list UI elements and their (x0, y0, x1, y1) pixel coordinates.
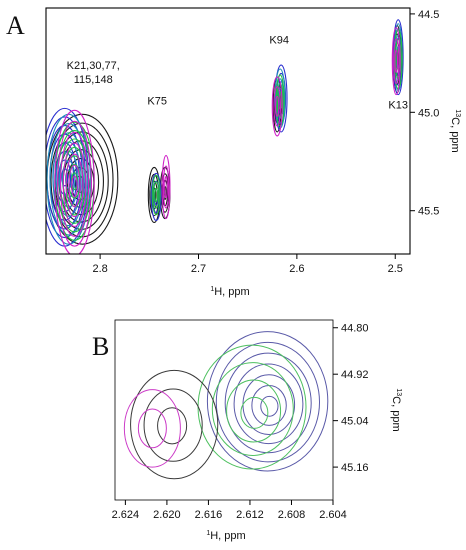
x-tick-label: 2.6 (289, 263, 304, 275)
peak-label: K13 (388, 99, 408, 111)
y-tick-label: 45.04 (341, 416, 369, 428)
x-label-main-a: H, ppm (214, 286, 249, 298)
contour-line (49, 123, 88, 236)
x-tick-label: 2.624 (112, 509, 140, 521)
contour-line (162, 165, 170, 209)
x-label-sup-a: 1 (210, 286, 214, 293)
contour-line (68, 164, 81, 208)
y-label-sup-a: 13 (454, 109, 461, 117)
contour-line (57, 120, 92, 247)
contour-line (161, 155, 171, 220)
y-axis-b: 44.80 44.92 45.04 45.16 (333, 323, 369, 474)
plot-frame-b (114, 319, 334, 501)
x-tick-label: 2.620 (153, 509, 181, 521)
x-tick-label: 2.612 (236, 509, 264, 521)
peak-label: K94 (269, 34, 289, 46)
contour-line (164, 176, 168, 199)
y-tick-label: 45.0 (418, 107, 439, 119)
x-tick-label: 2.7 (191, 263, 206, 275)
x-axis-label-b: 1H, ppm (206, 530, 245, 542)
contour-line (143, 388, 203, 462)
panel-label-a: A (6, 11, 25, 40)
x-label-main-b: H, ppm (210, 530, 245, 542)
contour-line (123, 389, 181, 468)
y-tick-label: 45.5 (418, 206, 439, 218)
x-tick-label: 2.616 (195, 509, 223, 521)
x-axis-a: 2.8 2.7 2.6 2.5 (92, 254, 403, 275)
contour-line (157, 407, 188, 445)
y-tick-label: 44.92 (341, 369, 369, 381)
contour-line (206, 331, 329, 472)
x-tick-label: 2.604 (319, 509, 347, 521)
contour-line (150, 172, 162, 222)
y-tick-label: 45.16 (341, 462, 369, 474)
plot-area-b (123, 331, 329, 480)
contour-line (211, 362, 294, 456)
contour-line (233, 363, 304, 445)
contour-line (154, 187, 159, 203)
contour-line (215, 341, 321, 463)
y-axis-a: 44.5 45.0 45.5 (410, 9, 439, 218)
contour-line (62, 142, 87, 227)
panel-label-b: B (92, 332, 109, 361)
contour-line (153, 181, 160, 209)
contour-line (152, 180, 161, 214)
peak-label: K21,30,77, 115,148 (67, 60, 120, 86)
contour-line (260, 395, 279, 417)
panel-b: B 2.624 2.620 2.616 2.612 2.608 2.604 44.8044… (92, 319, 402, 542)
contour-line (71, 175, 78, 198)
peak-labels-a: K21,30,77, 115,148 K75 K94 K13 (67, 34, 408, 111)
contour-line (271, 76, 283, 137)
contour-line (224, 352, 312, 454)
x-axis-b: 2.624 2.620 2.616 2.612 2.608 2.604 (112, 500, 347, 521)
y-tick-label: 44.5 (418, 9, 439, 21)
y-tick-label: 44.80 (341, 323, 369, 335)
contour-line (251, 385, 287, 426)
y-label-sup-b: 13 (395, 388, 402, 396)
contour-line (59, 131, 90, 237)
plot-frame-a (45, 7, 411, 255)
y-axis-label-a: 13C, ppm (449, 109, 461, 152)
peak-group (391, 19, 404, 96)
contour-line (130, 369, 219, 480)
x-label-sup-b: 1 (206, 530, 210, 537)
peak-group (147, 155, 171, 224)
panel-a: A 2.8 2.7 2.6 2.5 44.5 45.0 45.5 K21,30,77, 11… (6, 7, 461, 298)
y-axis-label-b: 13C, ppm (390, 388, 402, 431)
y-label-main-a: C, ppm (449, 117, 461, 152)
peak-group (123, 331, 329, 480)
contour-line (240, 396, 269, 429)
contour-line (273, 86, 282, 127)
contour-line (391, 27, 401, 96)
x-tick-label: 2.608 (278, 509, 306, 521)
plot-area-a (46, 19, 404, 254)
contour-line (54, 109, 95, 254)
contour-line (65, 153, 84, 218)
peak-label: K75 (147, 95, 167, 107)
x-tick-label: 2.8 (92, 263, 107, 275)
contour-line (394, 49, 399, 73)
x-tick-label: 2.5 (388, 263, 403, 275)
contour-line (137, 408, 167, 449)
contour-line (393, 38, 400, 84)
contour-line (275, 96, 280, 117)
x-axis-label-a: 1H, ppm (210, 286, 249, 298)
contour-line (151, 174, 161, 216)
contour-line (226, 379, 282, 443)
peak-group (271, 64, 288, 137)
y-label-main-b: C, ppm (390, 396, 402, 431)
peak-group (46, 107, 119, 254)
